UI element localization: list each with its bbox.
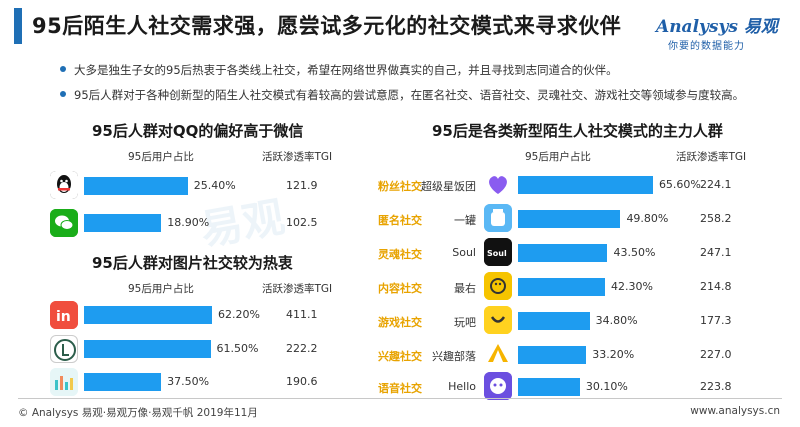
col-head-tgi: 活跃渗透率TGI <box>262 151 333 163</box>
chart-title-image: 95后人群对图片社交较为热衷 <box>92 254 293 272</box>
tgi-value: 411.1 <box>286 308 318 321</box>
bar <box>518 378 580 396</box>
bar <box>518 176 653 194</box>
logo-main-text: Analysys 易观 <box>656 17 778 37</box>
bar <box>84 214 162 232</box>
chart-title-new-modes: 95后是各类新型陌生人社交模式的主力人群 <box>432 122 723 140</box>
bar-value-label: 25.40% <box>193 179 236 192</box>
zuiyou-app-icon <box>484 272 512 300</box>
tgi-value: 224.1 <box>700 178 732 191</box>
title-accent-bar <box>14 8 22 44</box>
bar-value-label: 18.90% <box>167 216 210 229</box>
page-title: 95后陌生人社交需求强，愿尝试多元化的社交模式来寻求伙伴 <box>32 14 622 38</box>
svg-text:in: in <box>56 309 71 325</box>
app-name-label: Soul <box>452 246 476 259</box>
bar-value-label: 34.80% <box>595 314 638 327</box>
bar <box>518 346 587 364</box>
wanba-app-icon <box>484 306 512 334</box>
soul-app-icon: Soul <box>484 238 512 266</box>
app-name-label: Hello <box>448 380 476 393</box>
tgi-value: 177.3 <box>700 314 732 327</box>
bar-value-label: 43.50% <box>613 246 656 259</box>
photo-app-icon <box>50 368 78 396</box>
col-head-tgi: 活跃渗透率TGI <box>262 283 333 295</box>
bar-value-label: 65.60% <box>658 178 701 191</box>
bar <box>518 210 621 228</box>
bar <box>518 244 608 262</box>
category-label: 粉丝社交 <box>378 180 422 193</box>
tgi-value: 102.5 <box>286 216 318 229</box>
category-label: 灵魂社交 <box>378 248 422 261</box>
bar <box>84 373 162 391</box>
bar-value-label: 61.50% <box>216 342 259 355</box>
watermark: 易观 <box>196 192 289 255</box>
tgi-value: 227.0 <box>700 348 732 361</box>
in-app-icon: in <box>50 301 78 329</box>
footer-copyright: © Analysys 易观·易观万像·易观千帆 2019年11月 <box>18 407 258 419</box>
footer-website: www.analysys.cn <box>690 405 780 417</box>
app-name-label: 超级星饭团 <box>421 180 476 193</box>
chart-title-qq: 95后人群对QQ的偏好高于微信 <box>92 122 304 140</box>
bar-value-label: 49.80% <box>626 212 669 225</box>
tgi-value: 190.6 <box>286 375 318 388</box>
tgi-value: 258.2 <box>700 212 732 225</box>
category-label: 游戏社交 <box>378 316 422 329</box>
tgi-value: 222.2 <box>286 342 318 355</box>
footer-divider <box>18 398 782 399</box>
app-name-label: 最右 <box>454 282 476 295</box>
tgi-value: 223.8 <box>700 380 732 393</box>
bar-value-label: 33.20% <box>592 348 635 361</box>
app-name-label: 兴趣部落 <box>432 350 476 363</box>
tgi-value: 214.8 <box>700 280 732 293</box>
tribe-app-icon <box>484 340 512 368</box>
wechat-icon <box>50 209 78 237</box>
category-label: 内容社交 <box>378 282 422 295</box>
category-label: 语音社交 <box>378 382 422 395</box>
bar-value-label: 30.10% <box>585 380 628 393</box>
tgi-value: 247.1 <box>700 246 732 259</box>
logo-slogan: 你要的数据能力 <box>668 41 745 52</box>
col-head-tgi: 活跃渗透率TGI <box>676 151 747 163</box>
app-name-label: 玩吧 <box>454 316 476 329</box>
app-name-label: 一罐 <box>454 214 476 227</box>
bar <box>518 312 590 330</box>
svg-text:Soul: Soul <box>487 249 507 258</box>
bullet-list: 大多是独生子女的95后热衷于各类线上社交，希望在网络世界做真实的自己，并且寻找到… <box>60 62 780 112</box>
hello-app-icon <box>484 372 512 400</box>
tgi-value: 121.9 <box>286 179 318 192</box>
bar-value-label: 42.30% <box>611 280 653 293</box>
col-head-share: 95后用户占比 <box>128 283 194 295</box>
bar-value-label: 37.50% <box>167 375 210 388</box>
jar-app-icon <box>484 204 512 232</box>
qq-icon <box>50 171 78 199</box>
category-label: 兴趣社交 <box>378 350 422 363</box>
bar <box>84 177 188 195</box>
col-head-share: 95后用户占比 <box>525 151 591 163</box>
col-head-share: 95后用户占比 <box>128 151 194 163</box>
heart-app-icon <box>484 170 512 198</box>
bullet-item: 95后人群对于各种创新型的陌生人社交模式有着较高的尝试意愿，在匿名社交、语音社交… <box>60 87 780 103</box>
category-label: 匿名社交 <box>378 214 422 227</box>
bar <box>84 306 212 324</box>
bar <box>84 340 211 358</box>
bar-value-label: 62.20% <box>217 308 260 321</box>
lofter-icon <box>50 335 78 363</box>
bar <box>518 278 606 296</box>
bullet-item: 大多是独生子女的95后热衷于各类线上社交，希望在网络世界做真实的自己，并且寻找到… <box>60 62 780 78</box>
analysys-logo: Analysys 易观 你要的数据能力 <box>656 12 786 52</box>
